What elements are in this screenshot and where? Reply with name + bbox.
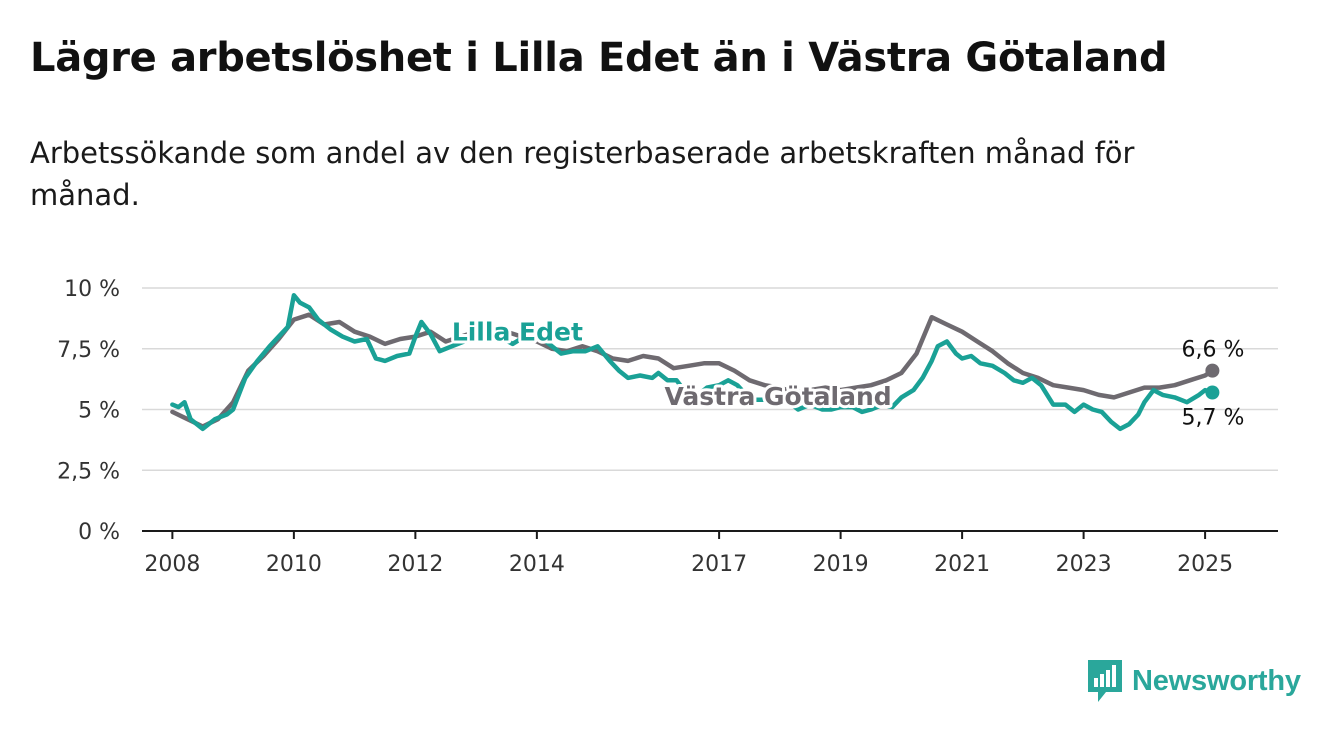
y-tick-label: 7,5 % xyxy=(57,338,120,363)
gridlines xyxy=(142,287,1278,471)
series-line xyxy=(170,293,1215,432)
series-end-label: 5,7 % xyxy=(1182,405,1245,430)
x-tick-label: 2012 xyxy=(387,552,443,577)
x-tick-label: 2014 xyxy=(509,552,565,577)
brand-name: Newsworthy xyxy=(1132,664,1301,697)
y-axis-tick-labels: 0 % 2,5 % 5 % 7,5 % 10 % xyxy=(57,277,120,545)
y-tick-label: 0 % xyxy=(78,520,120,545)
series-labels: 6,6 % 5,7 % Västra Götaland Lilla Edet xyxy=(449,315,1245,431)
newsworthy-bar-chart-icon xyxy=(1088,660,1122,702)
series-name-label: Västra Götaland xyxy=(664,382,891,411)
x-tick-label: 2023 xyxy=(1056,552,1112,577)
series-end-marker xyxy=(1205,363,1220,378)
x-tick-label: 2021 xyxy=(934,552,990,577)
chart-subtitle: Arbetssökande som andel av den registerb… xyxy=(30,136,1135,212)
x-tick-label: 2010 xyxy=(266,552,322,577)
x-tick-label: 2025 xyxy=(1177,552,1233,577)
series-line xyxy=(170,312,1215,429)
x-tick-label: 2008 xyxy=(144,552,200,577)
x-tick-label: 2017 xyxy=(691,552,747,577)
y-tick-label: 2,5 % xyxy=(57,459,120,484)
newsworthy-logo: Newsworthy xyxy=(1088,660,1301,702)
x-axis-ticks: 2008 2010 2012 2014 2017 2019 2021 2023 2025 xyxy=(144,531,1233,577)
series-lines xyxy=(170,293,1220,432)
series-end-marker xyxy=(1205,385,1220,400)
x-tick-label: 2019 xyxy=(813,552,869,577)
y-tick-label: 10 % xyxy=(64,277,120,302)
chart-title: Lägre arbetslöshet i Lilla Edet än i Väs… xyxy=(30,35,1168,81)
series-name-label: Lilla Edet xyxy=(452,318,583,347)
series-end-label: 6,6 % xyxy=(1182,338,1245,363)
y-tick-label: 5 % xyxy=(78,399,120,424)
